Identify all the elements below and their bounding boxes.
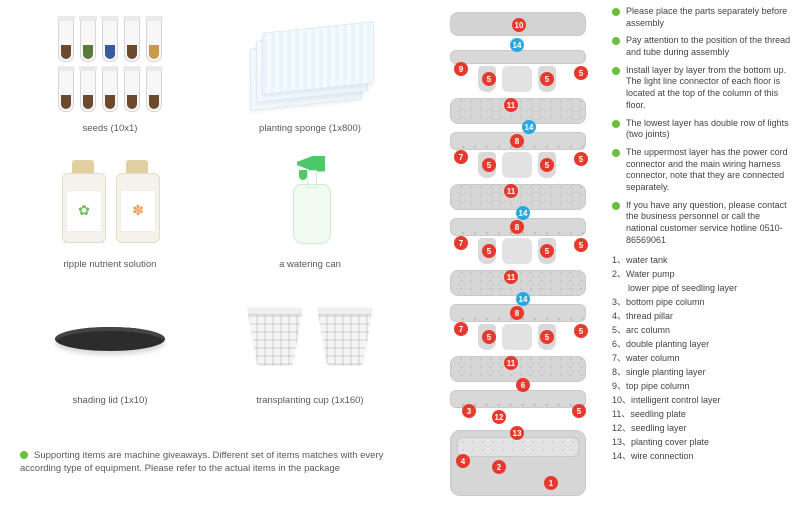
spray-label: a watering can xyxy=(279,259,341,270)
legend-subrow: lower pipe of seedling layer xyxy=(612,282,792,296)
legend-row: 12、seedling layer xyxy=(612,422,792,436)
diagram-marker: 11 xyxy=(504,98,518,112)
diagram-marker: 7 xyxy=(454,236,468,250)
legend-row: 9、top pipe column xyxy=(612,380,792,394)
item-seeds: seeds (10x1) xyxy=(20,12,200,134)
support-note-text: Supporting items are machine giveaways. … xyxy=(20,450,383,474)
support-note: Supporting items are machine giveaways. … xyxy=(20,450,400,476)
diagram-marker: 6 xyxy=(516,378,530,392)
diagram-marker: 11 xyxy=(504,184,518,198)
legend-row: 14、wire connection xyxy=(612,450,792,464)
instruction-item: Please place the parts separately before… xyxy=(612,6,792,29)
diagram-layer xyxy=(450,98,586,124)
legend-row: 6、double planting layer xyxy=(612,338,792,352)
diagram-marker: 1 xyxy=(544,476,558,490)
nutrient-image xyxy=(35,148,185,253)
diagram-marker: 14 xyxy=(510,38,524,52)
diagram-marker: 5 xyxy=(482,330,496,344)
sponge-image xyxy=(235,12,385,117)
instruction-item: Pay attention to the position of the thr… xyxy=(612,35,792,58)
diagram-marker: 5 xyxy=(574,238,588,252)
item-cups: transplanting cup (1x160) xyxy=(220,284,400,406)
legend-row: 3、bottom pipe column xyxy=(612,296,792,310)
diagram-layer xyxy=(462,238,572,266)
instruction-item: The uppermost layer has the power cord c… xyxy=(612,147,792,194)
lid-image xyxy=(35,284,185,389)
diagram-marker: 5 xyxy=(540,158,554,172)
diagram-marker: 5 xyxy=(482,72,496,86)
seeds-image xyxy=(35,12,185,117)
legend-row: 1、water tank xyxy=(612,254,792,268)
page-root: seeds (10x1) planting sponge (1x800) rip… xyxy=(0,0,800,511)
legend-row: 13、planting cover plate xyxy=(612,436,792,450)
diagram-marker: 9 xyxy=(454,62,468,76)
diagram-marker: 10 xyxy=(512,18,526,32)
diagram-marker: 5 xyxy=(540,72,554,86)
legend-row: 2、Water pump xyxy=(612,268,792,282)
diagram-marker: 5 xyxy=(574,152,588,166)
seeds-label: seeds (10x1) xyxy=(83,123,138,134)
diagram-marker: 5 xyxy=(572,404,586,418)
diagram-marker: 5 xyxy=(482,244,496,258)
diagram-marker: 7 xyxy=(454,150,468,164)
spray-image xyxy=(235,148,385,253)
legend-row: 7、water column xyxy=(612,352,792,366)
instructions-list: Please place the parts separately before… xyxy=(612,6,792,246)
diagram-marker: 14 xyxy=(516,292,530,306)
sponge-label: planting sponge (1x800) xyxy=(259,123,361,134)
diagram-marker: 5 xyxy=(540,330,554,344)
instruction-item: The lowest layer has double row of light… xyxy=(612,118,792,141)
diagram-marker: 13 xyxy=(510,426,524,440)
parts-legend: 1、water tank2、Water pumplower pipe of se… xyxy=(612,254,792,463)
diagram-marker: 11 xyxy=(504,356,518,370)
diagram-marker: 8 xyxy=(510,134,524,148)
legend-row: 8、single planting layer xyxy=(612,366,792,380)
diagram-marker: 7 xyxy=(454,322,468,336)
diagram-marker: 5 xyxy=(482,158,496,172)
item-spray: a watering can xyxy=(220,148,400,270)
item-sponge: planting sponge (1x800) xyxy=(220,12,400,134)
legend-row: 11、seedling plate xyxy=(612,408,792,422)
diagram-layer xyxy=(462,152,572,180)
diagram-layer xyxy=(450,184,586,210)
diagram-marker: 2 xyxy=(492,460,506,474)
diagram-marker: 14 xyxy=(522,120,536,134)
diagram-marker: 8 xyxy=(510,220,524,234)
item-lid: shading lid (1x10) xyxy=(20,284,200,406)
item-nutrient: ripple nutrient solution xyxy=(20,148,200,270)
diagram-marker: 5 xyxy=(574,66,588,80)
legend-row: 5、arc column xyxy=(612,324,792,338)
assembly-diagram: 1014955511148755511148755511148755511635… xyxy=(432,8,602,503)
cups-label: transplanting cup (1x160) xyxy=(256,395,363,406)
diagram-layer xyxy=(462,324,572,352)
instruction-item: If you have any question, please contact… xyxy=(612,200,792,247)
diagram-layer xyxy=(450,270,586,296)
diagram-marker: 8 xyxy=(510,306,524,320)
right-column: Please place the parts separately before… xyxy=(612,6,792,463)
diagram-layer xyxy=(450,50,586,64)
items-grid: seeds (10x1) planting sponge (1x800) rip… xyxy=(20,12,400,406)
cups-image xyxy=(235,284,385,389)
bullet-dot xyxy=(20,451,28,459)
nutrient-label: ripple nutrient solution xyxy=(64,259,157,270)
diagram-layer xyxy=(462,66,572,94)
legend-row: 10、intelligent control layer xyxy=(612,394,792,408)
legend-row: 4、thread pillar xyxy=(612,310,792,324)
diagram-marker: 12 xyxy=(492,410,506,424)
lid-label: shading lid (1x10) xyxy=(73,395,148,406)
diagram-marker: 5 xyxy=(540,244,554,258)
diagram-marker: 14 xyxy=(516,206,530,220)
diagram-marker: 4 xyxy=(456,454,470,468)
instruction-item: Install layer by layer from the bottom u… xyxy=(612,65,792,112)
diagram-layer xyxy=(450,356,586,382)
diagram-marker: 5 xyxy=(574,324,588,338)
diagram-marker: 3 xyxy=(462,404,476,418)
diagram-marker: 11 xyxy=(504,270,518,284)
